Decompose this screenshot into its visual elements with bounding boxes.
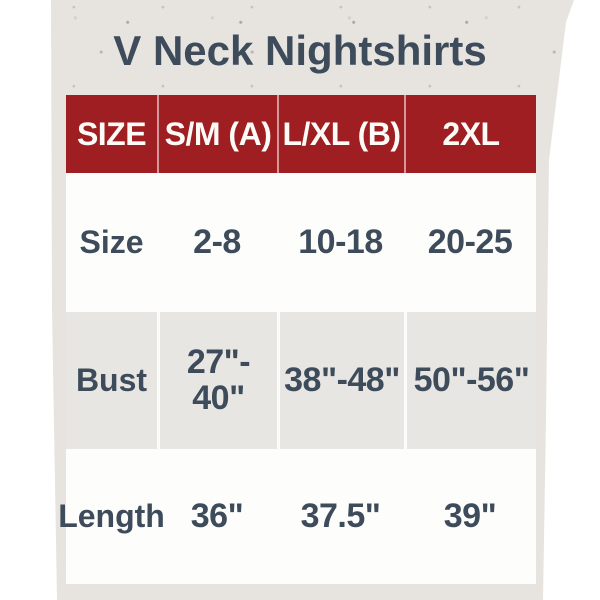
bust-value-sm: 27"- 40" bbox=[157, 312, 277, 449]
table-row-bust: Bust 27"- 40" 38"-48" 50"-56" bbox=[66, 312, 536, 449]
table-row-size: Size 2-8 10-18 20-25 bbox=[66, 173, 536, 312]
header-cell-2xl: 2XL bbox=[404, 95, 536, 173]
header-cell-sm: S/M (A) bbox=[157, 95, 277, 173]
size-value-lxl: 10-18 bbox=[298, 222, 383, 261]
size-chart-table: SIZE S/M (A) L/XL (B) 2XL Size 2-8 10-18… bbox=[58, 95, 536, 584]
length-value-2xl: 39" bbox=[443, 496, 497, 535]
row-label-bust: Bust bbox=[75, 362, 148, 398]
row-label-size: Size bbox=[79, 224, 144, 260]
bust-value-lxl: 38"-48" bbox=[277, 312, 404, 449]
page-title: V Neck Nightshirts bbox=[113, 27, 487, 74]
length-value-lxl: 37.5" bbox=[300, 496, 381, 535]
bust-value-2xl: 50"-56" bbox=[404, 312, 536, 449]
table-header-row: SIZE S/M (A) L/XL (B) 2XL bbox=[66, 95, 536, 173]
row-label-length: Length bbox=[58, 498, 165, 534]
header-cell-size: SIZE bbox=[76, 115, 147, 152]
table-row-length: Length 36" 37.5" 39" bbox=[58, 449, 536, 584]
size-value-sm: 2-8 bbox=[193, 222, 241, 261]
length-value-sm: 36" bbox=[190, 496, 244, 535]
size-value-2xl: 20-25 bbox=[427, 222, 513, 261]
header-cell-lxl: L/XL (B) bbox=[277, 95, 404, 173]
